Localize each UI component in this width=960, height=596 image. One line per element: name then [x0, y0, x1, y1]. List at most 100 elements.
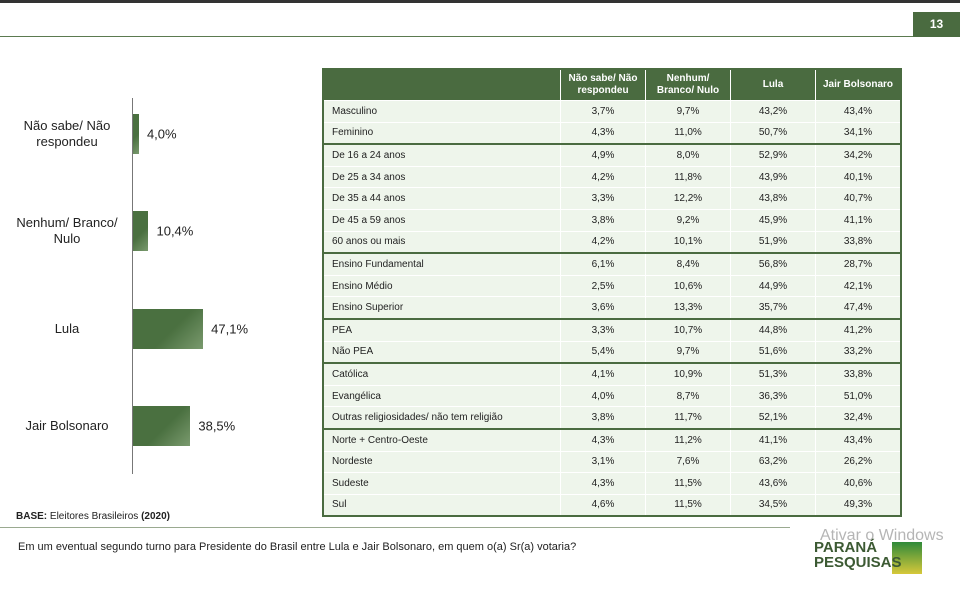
table-cell: 41,1%	[730, 427, 816, 452]
logo: PARANÁ PESQUISAS	[814, 540, 924, 580]
table-cell: 43,8%	[730, 187, 816, 210]
table-cell: 41,2%	[815, 317, 902, 342]
table-row: Masculino 3,7% 9,7% 43,2% 43,4%	[322, 100, 902, 123]
table-cell: 9,7%	[645, 100, 731, 123]
table-cell: 10,9%	[645, 362, 731, 386]
row-label: Ensino Superior	[322, 296, 561, 320]
table-cell: 43,6%	[730, 472, 816, 495]
value-label: 47,1%	[211, 321, 249, 337]
table-cell: 11,5%	[645, 472, 731, 495]
table-cell: 63,2%	[730, 450, 816, 474]
category-label: Não sabe/ Não respondeu	[23, 117, 111, 149]
base-label: BASE:	[16, 511, 48, 522]
logo-line1: PARANÁ	[814, 539, 878, 556]
table-row: Ensino Superior 3,6% 13,3% 35,7% 47,4%	[322, 296, 902, 320]
table-cell: 5,4%	[560, 340, 646, 364]
table-cell: 33,8%	[815, 230, 902, 254]
table-cell: 4,2%	[560, 230, 646, 254]
table-cell: 8,4%	[645, 252, 731, 276]
table-row: Outras religiosidades/ não tem religião 3…	[322, 406, 902, 430]
table-cell: 10,1%	[645, 230, 731, 254]
column-header: Jair Bolsonaro	[815, 69, 901, 101]
footer-line	[0, 527, 790, 528]
base-note: BASE: Eleitores Brasileiros (2020)	[16, 511, 170, 522]
table-cell: 10,7%	[645, 317, 731, 342]
row-label: Sudeste	[322, 472, 561, 495]
column-header: Lula	[730, 69, 816, 101]
row-label: De 16 a 24 anos	[322, 143, 561, 167]
table-cell: 34,1%	[815, 121, 902, 145]
table-cell: 8,7%	[645, 384, 731, 408]
table-cell: 10,6%	[645, 274, 731, 298]
row-label: Feminino	[322, 121, 561, 145]
table-cell: 52,9%	[730, 143, 816, 167]
table-cell: 4,2%	[560, 165, 646, 189]
row-label: Masculino	[322, 100, 561, 123]
table-cell: 3,8%	[560, 406, 646, 430]
table-cell: 51,6%	[730, 340, 816, 364]
table-row: Evangélica 4,0% 8,7% 36,3% 51,0%	[322, 384, 902, 408]
value-label: 10,4%	[156, 223, 194, 239]
logo-map	[892, 542, 922, 574]
row-label: De 25 a 34 anos	[322, 165, 561, 189]
watermark: Ativar o Windows	[820, 527, 944, 544]
table-cell: 51,9%	[730, 230, 816, 254]
table-cell: 3,6%	[560, 296, 646, 320]
question: Em um eventual segundo turno para Presid…	[18, 541, 577, 553]
table-cell: 33,8%	[815, 362, 902, 386]
table-row: Norte + Centro-Oeste 4,3% 11,2% 41,1% 43,4%	[322, 427, 902, 452]
table-cell: 26,2%	[815, 450, 902, 474]
table-cell: 9,7%	[645, 340, 731, 364]
table-row: De 16 a 24 anos 4,9% 8,0% 52,9% 34,2%	[322, 143, 902, 167]
table-cell: 8,0%	[645, 143, 731, 167]
value-label: 4,0%	[146, 126, 177, 142]
category-label: Nenhum/ Branco/ Nulo	[16, 215, 118, 247]
top-border	[0, 0, 960, 3]
table-cell: 51,3%	[730, 362, 816, 386]
table-cell: 13,3%	[645, 296, 731, 320]
table-row: De 35 a 44 anos 3,3% 12,2% 43,8% 40,7%	[322, 187, 902, 210]
table-cell: 4,6%	[560, 493, 646, 517]
table-cell: 11,7%	[645, 406, 731, 430]
table-row: 60 anos ou mais 4,2% 10,1% 51,9% 33,8%	[322, 230, 902, 254]
axis-line	[132, 98, 133, 474]
table-cell: 44,8%	[730, 317, 816, 342]
bar	[133, 211, 149, 252]
table-row: Ensino Fundamental 6,1% 8,4% 56,8% 28,7%	[322, 252, 902, 276]
row-label: Evangélica	[322, 384, 561, 408]
table-cell: 2,5%	[560, 274, 646, 298]
bar	[133, 113, 139, 154]
column-header: Nenhum/ Branco/ Nulo	[645, 69, 731, 101]
row-label: PEA	[322, 317, 561, 342]
table-cell: 43,4%	[815, 100, 902, 123]
table-cell: 11,2%	[645, 427, 731, 452]
row-label: Não PEA	[322, 340, 561, 364]
table-cell: 9,2%	[645, 208, 731, 232]
bar-chart: Não sabe/ Não respondeu 4,0% Nenhum/ Branc…	[0, 0, 320, 500]
table-cell: 33,2%	[815, 340, 902, 364]
table-row: Católica 4,1% 10,9% 51,3% 33,8%	[322, 362, 902, 386]
table-cell: 32,4%	[815, 406, 902, 430]
bar	[133, 406, 191, 447]
category-label: Lula	[54, 320, 80, 336]
table-cell: 3,7%	[560, 100, 646, 123]
row-label: Norte + Centro-Oeste	[322, 427, 561, 452]
table-cell: 4,0%	[560, 384, 646, 408]
bar	[133, 308, 204, 349]
table-cell: 3,8%	[560, 208, 646, 232]
row-label: Outras religiosidades/ não tem religião	[322, 406, 561, 430]
table-cell: 4,9%	[560, 143, 646, 167]
results-table: Não sabe/ Não respondeu Nenhum/ Branco/ N…	[322, 68, 902, 518]
table-cell: 36,3%	[730, 384, 816, 408]
table-row: Sul 4,6% 11,5% 34,5% 49,3%	[322, 493, 902, 517]
header-row: Não sabe/ Não respondeu Nenhum/ Branco/ N…	[323, 69, 901, 101]
table-row: Ensino Médio 2,5% 10,6% 44,9% 42,1%	[322, 274, 902, 298]
table-cell: 4,3%	[560, 472, 646, 495]
table-cell: 3,3%	[560, 187, 646, 210]
table-cell: 43,2%	[730, 100, 816, 123]
row-label: 60 anos ou mais	[322, 230, 561, 254]
table-cell: 42,1%	[815, 274, 902, 298]
table-cell: 40,1%	[815, 165, 902, 189]
table-row: Feminino 4,3% 11,0% 50,7% 34,1%	[322, 121, 902, 145]
